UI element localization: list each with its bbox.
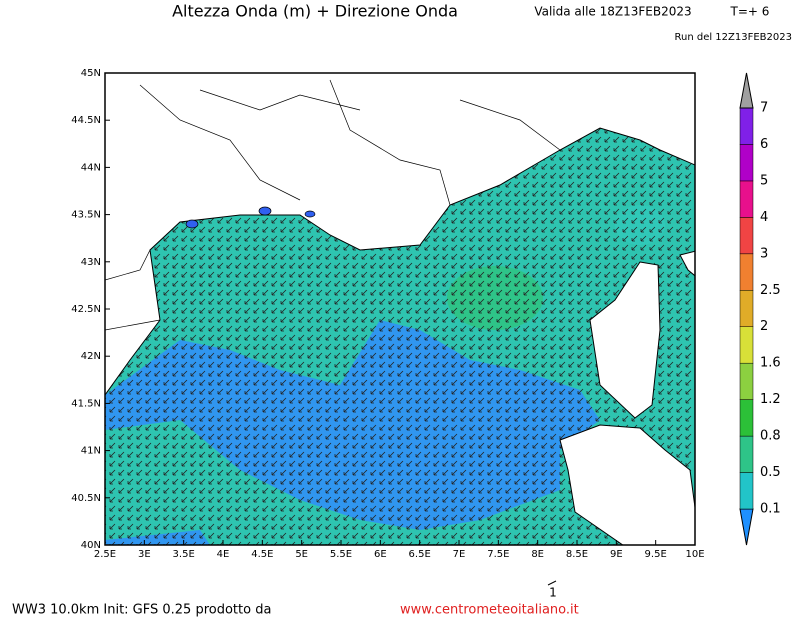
lon-label: 9.5E	[645, 549, 667, 560]
lon-label: 4.5E	[251, 549, 273, 560]
website: www.centrometeoitaliano.it	[400, 603, 579, 618]
colorbar-label: 7	[760, 101, 768, 116]
lon-label: 8.5E	[566, 549, 588, 560]
colorbar-label: 4	[760, 210, 768, 225]
mainland	[105, 73, 695, 396]
colorbar-label: 2	[760, 319, 768, 334]
corsica	[589, 261, 661, 419]
colorbar-segment	[739, 180, 754, 218]
colorbar-segment	[739, 290, 754, 327]
colorbar-segment	[739, 107, 754, 145]
reference-arrow	[547, 580, 557, 586]
lat-label: 41.5N	[71, 398, 101, 409]
lon-label: 9E	[610, 549, 623, 560]
lat-label: 40N	[81, 540, 101, 551]
colorbar-top	[739, 72, 754, 109]
lat-label: 40.5N	[71, 493, 101, 504]
lon-label: 7E	[453, 549, 466, 560]
reference-label: 1	[549, 586, 557, 600]
run-time: Run del 12Z13FEB2023	[675, 32, 793, 43]
lon-label: 5.5E	[330, 549, 352, 560]
lat-label: 44N	[81, 162, 101, 173]
lon-label: 7.5E	[487, 549, 509, 560]
colorbar-label: 1.6	[760, 356, 781, 371]
lon-label: 8E	[531, 549, 544, 560]
colorbar-label: 5	[760, 173, 768, 188]
title: Altezza Onda (m) + Direzione Onda	[172, 2, 458, 21]
lon-label: 10E	[685, 549, 704, 560]
colorbar-label: 6	[760, 137, 768, 152]
lon-label: 6E	[374, 549, 387, 560]
lon-label: 3E	[138, 549, 151, 560]
lat-label: 42.5N	[71, 304, 101, 315]
colorbar-segment	[739, 144, 754, 182]
lon-label: 4E	[217, 549, 230, 560]
colorbar-label: 3	[760, 246, 768, 261]
colorbar-segment	[739, 362, 754, 400]
colorbar-segment	[739, 472, 754, 510]
forecast-step: T=+ 6	[730, 5, 770, 19]
colorbar-label: 2.5	[760, 283, 781, 298]
lat-label: 45N	[81, 68, 101, 79]
lon-label: 2.5E	[94, 549, 116, 560]
colorbar-segment	[739, 399, 754, 437]
model-info: WW3 10.0km Init: GFS 0.25 prodotto da	[12, 603, 271, 618]
colorbar-label: 1.2	[760, 392, 781, 407]
colorbar-segment	[739, 435, 754, 473]
lat-label: 43N	[81, 257, 101, 268]
colorbar-label: 0.8	[760, 429, 781, 444]
colorbar-segment	[739, 253, 754, 291]
map	[105, 73, 695, 545]
colorbar-label: 0.1	[760, 502, 781, 517]
colorbar-label: 0.5	[760, 465, 781, 480]
lat-label: 41N	[81, 446, 101, 457]
colorbar-segment	[739, 217, 754, 255]
lon-label: 5E	[295, 549, 308, 560]
valid-time: Valida alle 18Z13FEB2023	[534, 5, 691, 19]
borders	[105, 79, 561, 331]
lon-label: 3.5E	[173, 549, 195, 560]
lon-label: 6.5E	[409, 549, 431, 560]
sardinia	[559, 424, 695, 545]
colorbar-bottom	[739, 508, 754, 546]
colorbar: 0.1 0.5 0.8 1.2 1.6 2 2.5 3 4 5 6 7	[739, 72, 781, 546]
colorbar-segment	[739, 326, 754, 364]
lat-label: 43.5N	[71, 210, 101, 221]
lat-label: 44.5N	[71, 115, 101, 126]
lat-label: 42N	[81, 351, 101, 362]
island	[679, 250, 695, 277]
lakes	[185, 206, 316, 229]
